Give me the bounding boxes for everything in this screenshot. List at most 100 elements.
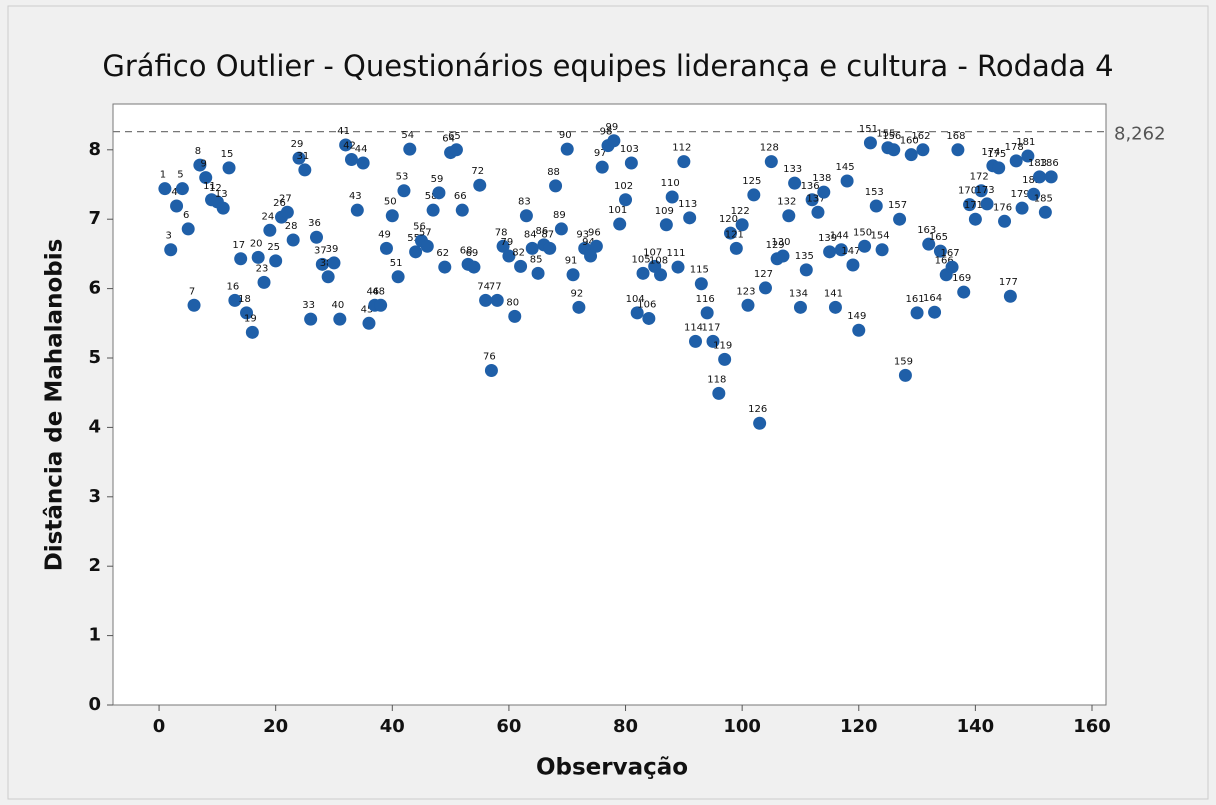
point [315,257,329,271]
point-label: 24 [261,211,274,222]
point [963,198,977,212]
x-tick-label: 0 [153,716,166,737]
point-label: 50 [384,197,397,208]
point [1033,170,1047,184]
point-label: 109 [655,206,674,217]
point-label: 139 [818,233,837,244]
point-label: 78 [495,227,508,238]
point [566,268,580,282]
point-label: 145 [836,162,855,173]
point-label: 173 [976,185,995,196]
point-label: 132 [777,197,796,208]
point [904,148,918,162]
point-label: 165 [929,232,948,243]
point-label: 149 [847,311,866,322]
point-label: 105 [631,254,650,265]
point-label: 90 [559,130,572,141]
point [327,256,341,270]
point-label: 120 [719,214,738,225]
point [671,260,685,274]
point-label: 92 [571,288,584,299]
point [858,239,872,253]
point-label: 172 [970,172,989,183]
point-label: 27 [279,193,292,204]
point [619,193,633,207]
point-label: 56 [413,222,426,233]
point [304,312,318,326]
x-tick-label: 60 [496,716,521,737]
point [269,254,283,268]
point-label: 174 [981,147,1000,158]
point [992,161,1006,175]
point-label: 167 [941,248,960,259]
point [828,300,842,314]
point-label: 162 [911,131,930,142]
point [980,197,994,211]
point-label: 111 [666,248,685,259]
point [607,134,621,148]
point-label: 13 [215,189,228,200]
point-label: 175 [987,149,1006,160]
y-tick-label: 4 [88,416,101,437]
y-axis-label: Distância de Mahalanobis [42,239,68,572]
point [280,205,294,219]
point [216,201,230,215]
point [362,316,376,330]
point [846,258,860,272]
point-label: 177 [999,277,1018,288]
point [840,174,854,188]
point-label: 186 [1040,158,1059,169]
point [1021,149,1035,163]
point [793,300,807,314]
point [764,155,778,169]
point [549,179,563,193]
point [968,212,982,226]
point-label: 66 [454,191,467,202]
point-label: 57 [419,227,432,238]
point [852,323,866,337]
point [502,249,516,263]
point-label: 84 [524,229,537,240]
point [449,143,463,157]
point-label: 171 [964,200,983,211]
point-label: 7 [189,286,195,297]
point-label: 136 [801,181,820,192]
point-label: 115 [690,265,709,276]
y-tick-label: 0 [88,694,101,715]
point [309,230,323,244]
point [479,293,493,307]
point [164,243,178,257]
point-label: 163 [917,225,936,236]
x-axis-label: Observação [536,755,688,781]
point-label: 53 [396,172,409,183]
point [181,222,195,236]
point-label: 5 [177,170,183,181]
point [426,203,440,217]
plot-area [112,103,1107,706]
point-label: 176 [993,202,1012,213]
point-label: 33 [302,300,315,311]
point-label: 123 [736,286,755,297]
point [409,245,423,259]
point [339,138,353,152]
x-tick-label: 20 [263,716,288,737]
point-label: 41 [337,126,350,137]
point-label: 17 [232,240,245,251]
point-label: 62 [436,248,449,259]
point-label: 94 [582,237,595,248]
point-label: 153 [865,187,884,198]
point [916,143,930,157]
point [595,160,609,174]
point [805,193,819,207]
point-label: 147 [841,246,860,257]
y-tick-label: 7 [88,208,101,229]
point [175,182,189,196]
point-label: 183 [1028,158,1047,169]
point-label: 18 [238,294,251,305]
point-label: 39 [326,244,339,255]
point-label: 85 [530,254,543,265]
point-label: 126 [748,404,767,415]
point [199,171,213,185]
point [683,211,697,225]
